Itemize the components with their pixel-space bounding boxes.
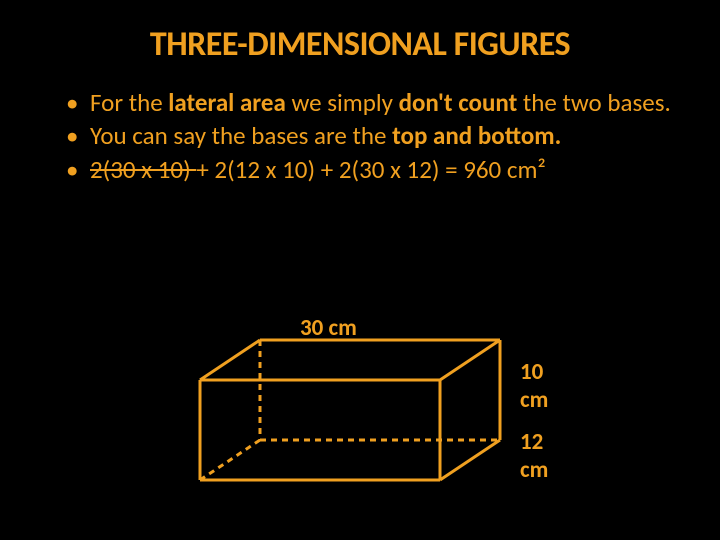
slide-title: THREE-DIMENSIONAL FIGURES — [0, 0, 720, 65]
prism-svg — [200, 340, 560, 510]
bullet-item: For the lateral area we simply don't cou… — [60, 87, 680, 118]
prism-diagram: 30 cm 10 cm 12 cm — [200, 340, 560, 510]
dim-depth: 10 cm — [520, 358, 560, 414]
bullet-item: 2(30 x 10) + 2(12 x 10) + 2(30 x 12) = 9… — [60, 154, 680, 185]
bullet-list: For the lateral area we simply don't cou… — [60, 87, 680, 185]
dim-length: 30 cm — [300, 314, 357, 342]
dim-height: 12 cm — [520, 428, 560, 484]
bullet-item: You can say the bases are the top and bo… — [60, 120, 680, 151]
